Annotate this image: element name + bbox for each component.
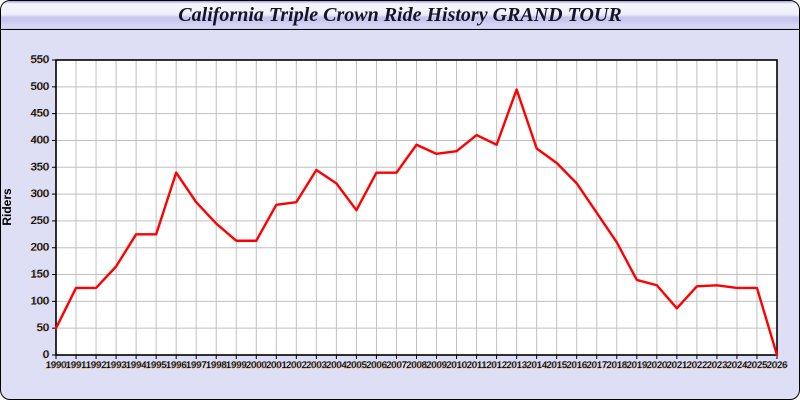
svg-text:2002: 2002 <box>286 360 307 370</box>
svg-text:400: 400 <box>31 134 49 146</box>
svg-text:450: 450 <box>31 108 49 120</box>
svg-text:2007: 2007 <box>386 360 407 370</box>
svg-text:500: 500 <box>31 81 49 93</box>
svg-text:150: 150 <box>31 269 49 281</box>
svg-text:2006: 2006 <box>366 360 387 370</box>
svg-text:1997: 1997 <box>186 360 207 370</box>
svg-text:2010: 2010 <box>446 360 467 370</box>
svg-text:2005: 2005 <box>346 360 367 370</box>
svg-text:2008: 2008 <box>406 360 427 370</box>
svg-text:100: 100 <box>31 295 49 307</box>
svg-text:2020: 2020 <box>646 360 667 370</box>
svg-text:1999: 1999 <box>226 360 247 370</box>
svg-text:1993: 1993 <box>106 360 127 370</box>
svg-text:200: 200 <box>31 242 49 254</box>
svg-text:1990: 1990 <box>46 360 67 370</box>
svg-text:2018: 2018 <box>606 360 627 370</box>
svg-text:2009: 2009 <box>426 360 447 370</box>
svg-text:1991: 1991 <box>66 360 87 370</box>
svg-text:1995: 1995 <box>146 360 167 370</box>
svg-text:2001: 2001 <box>266 360 287 370</box>
svg-text:2003: 2003 <box>306 360 327 370</box>
svg-text:2024: 2024 <box>727 360 748 370</box>
svg-text:350: 350 <box>31 161 49 173</box>
svg-text:1994: 1994 <box>126 360 147 370</box>
svg-text:1996: 1996 <box>166 360 187 370</box>
svg-text:250: 250 <box>31 215 49 227</box>
svg-text:2016: 2016 <box>566 360 587 370</box>
svg-text:2014: 2014 <box>526 360 547 370</box>
svg-text:2026: 2026 <box>767 360 788 370</box>
svg-text:2017: 2017 <box>586 360 607 370</box>
svg-text:2023: 2023 <box>707 360 728 370</box>
svg-text:550: 550 <box>31 54 49 66</box>
svg-text:50: 50 <box>37 322 49 334</box>
svg-text:2019: 2019 <box>626 360 647 370</box>
svg-text:2022: 2022 <box>687 360 708 370</box>
svg-text:2021: 2021 <box>667 360 688 370</box>
svg-text:2015: 2015 <box>546 360 567 370</box>
svg-text:1992: 1992 <box>86 360 107 370</box>
svg-text:2025: 2025 <box>747 360 768 370</box>
svg-text:2012: 2012 <box>486 360 507 370</box>
svg-text:2000: 2000 <box>246 360 267 370</box>
svg-text:2004: 2004 <box>326 360 347 370</box>
svg-text:300: 300 <box>31 188 49 200</box>
svg-text:2013: 2013 <box>506 360 527 370</box>
svg-text:1998: 1998 <box>206 360 227 370</box>
svg-text:2011: 2011 <box>467 360 487 370</box>
